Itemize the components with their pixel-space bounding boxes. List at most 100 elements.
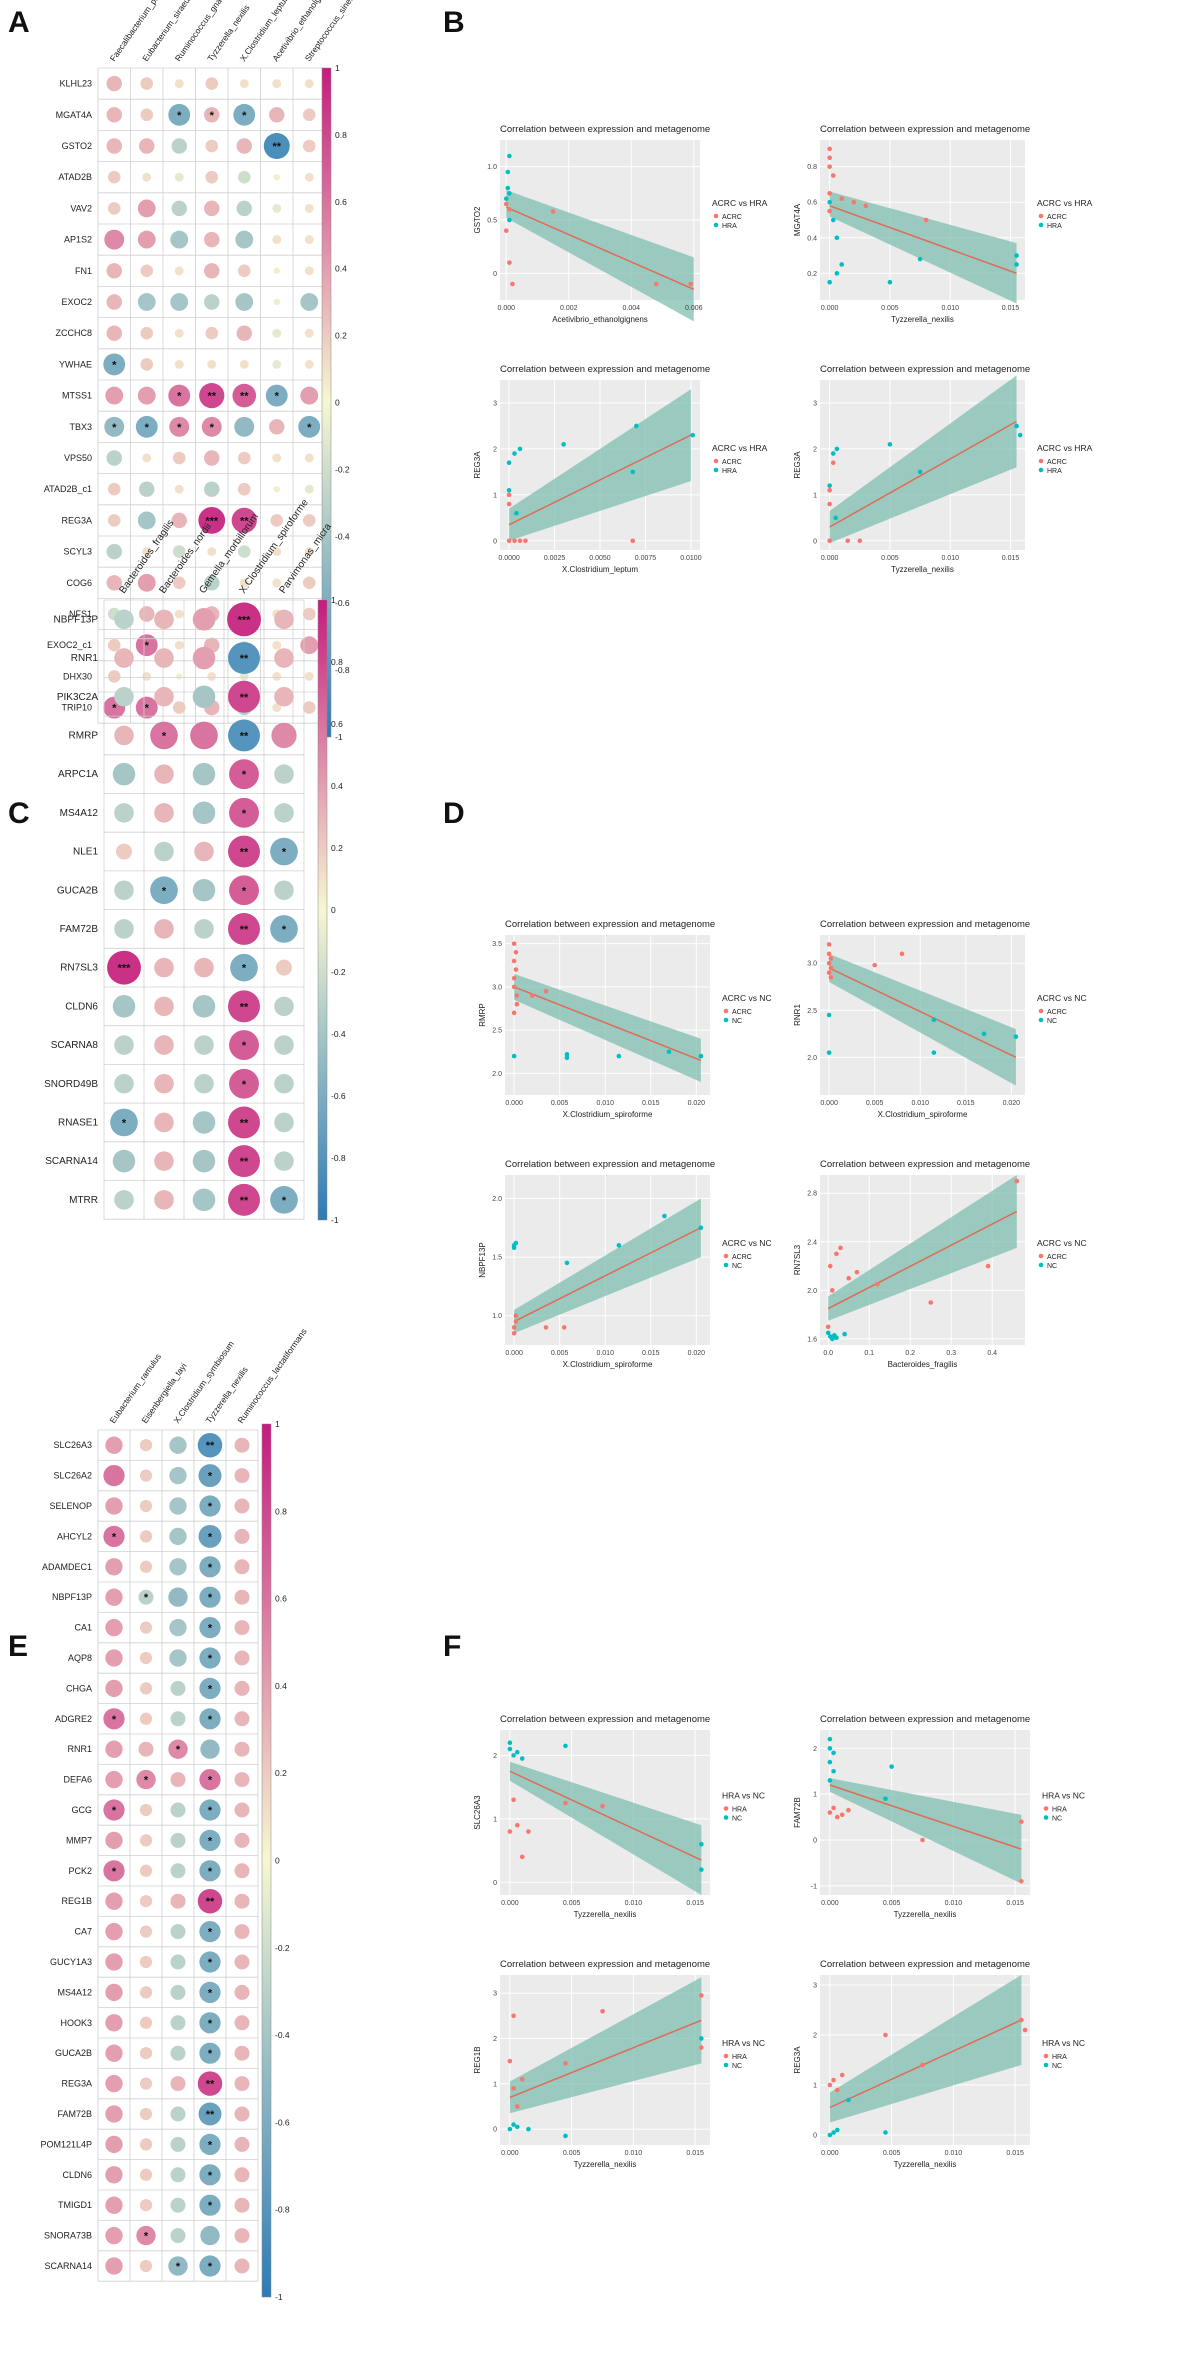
correlation-circle <box>228 1183 260 1216</box>
x-axis-label: X.Clostridium_spiroforme <box>563 1360 653 1369</box>
correlation-circle <box>105 1770 123 1789</box>
legend-label: ACRC <box>722 214 742 221</box>
correlation-circle <box>174 640 184 650</box>
correlation-circle <box>228 990 260 1023</box>
significance-stars: * <box>176 1744 181 1756</box>
x-axis-label: Tyzzerella_nexilis <box>574 2160 637 2169</box>
x-tick-label: 0.015 <box>1006 1900 1024 1907</box>
data-point <box>506 487 512 493</box>
data-point <box>830 173 836 178</box>
data-point <box>883 2032 888 2038</box>
scale-tick-label: 0.8 <box>335 130 347 140</box>
x-tick-label: 0.005 <box>866 1100 884 1107</box>
correlation-circle <box>198 507 226 534</box>
y-tick-label: 0 <box>493 1880 497 1887</box>
correlation-circle <box>139 2168 153 2181</box>
row-label: TMIGD1 <box>58 2200 92 2210</box>
correlation-circle <box>154 1151 174 1171</box>
data-point <box>834 2127 840 2133</box>
correlation-circle <box>194 957 214 978</box>
data-point <box>511 1010 517 1016</box>
heatmap-a: KLHL23 MGAT4A GSTO2 ATAD2B VAV2 AP1S2 FN1 EXOC2… <box>44 0 362 742</box>
y-tick-label: 3 <box>813 1983 817 1990</box>
correlation-circle <box>105 2105 123 2123</box>
correlation-circle <box>138 1589 154 1605</box>
data-point <box>616 1053 622 1059</box>
correlation-circle <box>106 75 122 92</box>
scatter-plot-b-4: Correlation between expression and metag… <box>793 364 1093 574</box>
correlation-circle <box>192 762 216 786</box>
correlation-circle <box>174 266 184 276</box>
significance-stars: * <box>208 1653 213 1665</box>
correlation-circle <box>105 1588 123 1606</box>
correlation-circle <box>232 383 257 408</box>
correlation-circle <box>154 1190 174 1210</box>
row-label: EXOC2_c1 <box>47 640 92 650</box>
correlation-circle <box>107 202 121 215</box>
legend-swatch <box>1043 2062 1049 2068</box>
confidence-ribbon <box>509 1761 702 1895</box>
data-point <box>827 155 832 161</box>
data-point <box>514 2104 520 2109</box>
row-label: GUCY1A3 <box>50 1957 92 1967</box>
significance-stars: * <box>208 2261 213 2273</box>
significance-stars: * <box>282 1195 287 1207</box>
correlation-circle <box>199 1586 221 1608</box>
plot-title: Correlation between expression and metag… <box>820 1159 1030 1170</box>
legend-label: ACRC <box>732 1254 752 1261</box>
correlation-circle <box>107 670 121 683</box>
x-tick-label: 0.4 <box>987 1350 997 1357</box>
row-label: NBPF13P <box>54 614 99 625</box>
legend-swatch <box>723 1815 729 1820</box>
data-point <box>511 1330 517 1336</box>
significance-stars: * <box>177 110 182 122</box>
correlation-circle <box>234 2197 250 2213</box>
legend-label: NC <box>1052 2063 1062 2070</box>
row-label: CLDN6 <box>62 2170 92 2180</box>
legend-swatch <box>713 222 719 228</box>
significance-stars: * <box>208 1835 213 1847</box>
significance-stars: ** <box>206 1896 215 1908</box>
y-tick-label: 3.0 <box>807 961 817 968</box>
regression-line <box>509 2019 702 2099</box>
data-point <box>827 487 832 493</box>
row-label: DHX30 <box>63 671 92 681</box>
correlation-circle <box>142 172 152 182</box>
data-point <box>507 2058 513 2064</box>
correlation-circle <box>304 484 314 494</box>
significance-stars: * <box>242 963 247 975</box>
data-point <box>519 2076 525 2082</box>
y-tick-label: 1 <box>813 1792 817 1799</box>
data-point <box>511 2122 516 2127</box>
correlation-circle <box>168 103 191 126</box>
correlation-circle <box>105 1679 123 1698</box>
y-axis-label: RMRP <box>478 1003 487 1027</box>
correlation-circle <box>105 2196 123 2214</box>
y-axis-label: REG1B <box>473 2046 482 2073</box>
y-tick-label: -1 <box>811 1883 817 1890</box>
significance-stars: ** <box>207 391 216 403</box>
y-axis-label: NBPF13P <box>478 1242 487 1278</box>
legend-title: ACRC vs NC <box>1037 993 1087 1003</box>
row-label: PIK3C2A <box>57 692 98 703</box>
data-point <box>981 1031 987 1037</box>
correlation-circle <box>114 880 134 901</box>
significance-stars: * <box>208 1562 213 1574</box>
x-tick-label: 0.005 <box>881 555 899 562</box>
scatter-plot-f-1: Correlation between expression and metag… <box>473 1714 765 1919</box>
correlation-circle <box>136 2225 156 2246</box>
correlation-circle <box>105 386 124 405</box>
correlation-circle <box>197 1888 223 1914</box>
correlation-circle <box>139 2199 153 2212</box>
y-axis-label: REG3A <box>793 451 802 479</box>
regression-line <box>829 2019 1022 2109</box>
x-tick-label: 0.005 <box>883 2150 901 2157</box>
significance-stars: * <box>307 422 312 434</box>
x-tick-label: 0.005 <box>883 1900 901 1907</box>
x-tick-label: 0.005 <box>881 305 899 312</box>
data-point <box>825 1330 831 1336</box>
significance-stars: * <box>177 391 182 403</box>
correlation-circle <box>105 1953 123 1971</box>
correlation-circle <box>170 2015 186 2031</box>
data-point <box>506 538 512 544</box>
